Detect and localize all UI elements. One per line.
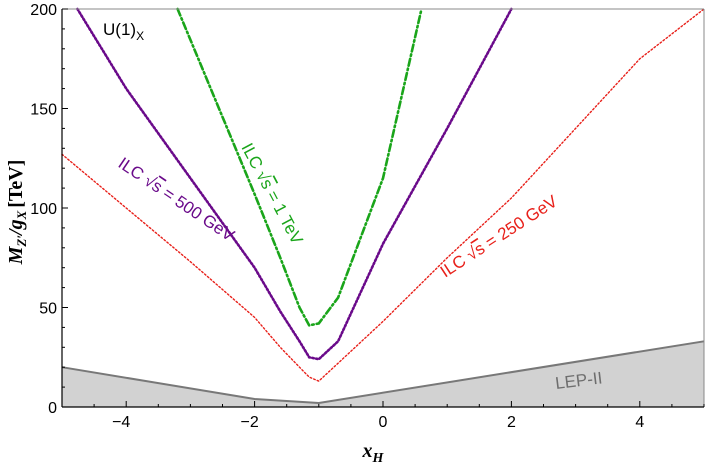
x-tick-label: 2 <box>507 414 516 431</box>
plot-area <box>61 7 705 407</box>
ilc-1tev-label: ILC √s = 1 TeV <box>237 140 306 248</box>
y-tick-label: 50 <box>39 301 57 318</box>
series-line-2 <box>176 7 423 327</box>
y-tick-label: 200 <box>30 2 57 19</box>
series-line-1 <box>76 7 513 361</box>
y-tick-label: 150 <box>30 102 57 119</box>
x-tick-label: 0 <box>379 414 388 431</box>
ilc-250-label: ILC √s = 250 GeV <box>437 191 562 281</box>
lep-excluded-region <box>62 341 704 407</box>
ilc-500-label: ILC √s = 500 GeV <box>115 154 239 246</box>
y-tick-label: 0 <box>48 400 57 417</box>
x-tick-label: −2 <box>240 414 258 431</box>
y-tick-label: 100 <box>30 201 57 218</box>
x-tick-label: 4 <box>635 414 644 431</box>
x-axis-title: xH <box>362 440 385 463</box>
lep-limit-line <box>61 340 705 405</box>
y-axis-title: MZ′/gX[TeV] <box>5 160 29 266</box>
x-tick-label: −4 <box>112 414 130 431</box>
axes: −4 −2 0 2 4 0 50 100 150 200 xH MZ′/gX[TeV] <box>5 2 705 463</box>
u1x-label: U(1)X <box>103 20 144 43</box>
series-line-0 <box>61 8 705 382</box>
